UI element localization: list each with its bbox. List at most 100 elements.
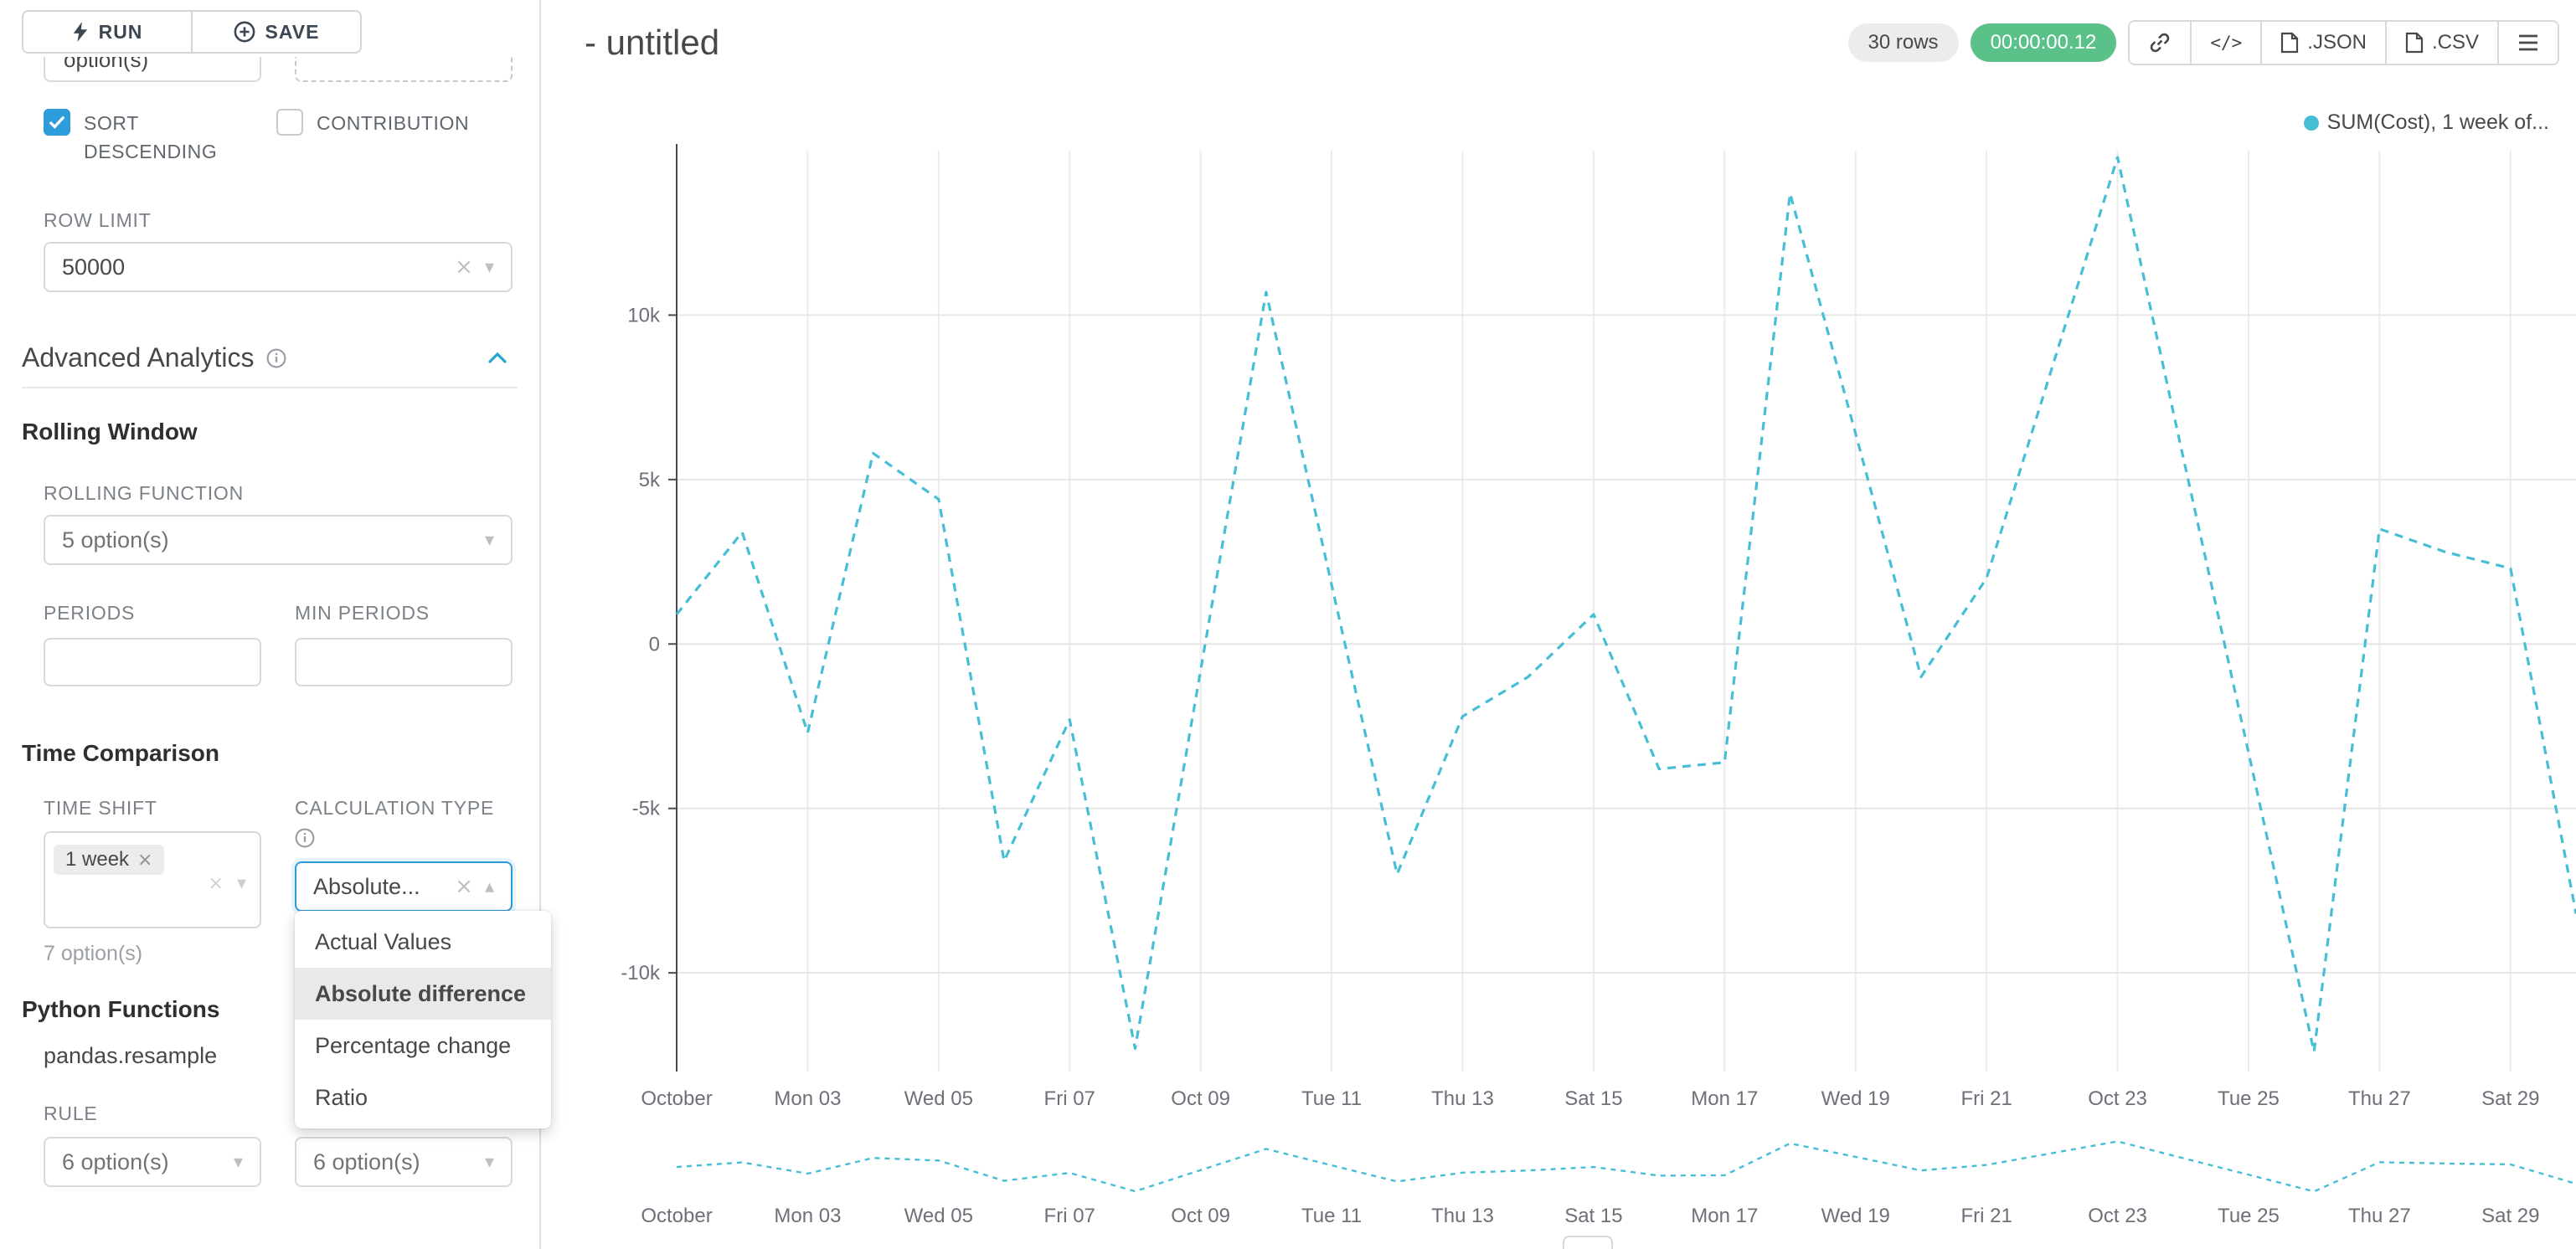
svg-text:Mon 17: Mon 17 — [1691, 1087, 1758, 1110]
file-icon — [2280, 32, 2299, 54]
svg-text:5k: 5k — [639, 469, 661, 491]
section-annotations[interactable]: Annotations and Layers — [22, 1247, 518, 1249]
dropdown-option[interactable]: Percentage change — [315, 1033, 512, 1058]
time-shift-label: TIME SHIFT — [44, 797, 157, 819]
annotations-title: Annotations and Layers — [22, 1247, 303, 1249]
svg-text:Oct 09: Oct 09 — [1171, 1205, 1230, 1227]
menu-icon — [2517, 33, 2539, 52]
time-shift-hint: 7 option(s) — [44, 942, 143, 965]
svg-text:Sat 29: Sat 29 — [2481, 1205, 2539, 1227]
contribution-label: CONTRIBUTION — [317, 112, 470, 134]
calculation-type-column: CALCULATION TYPE Absolute... × ▴ Actual … — [295, 797, 551, 1128]
advanced-analytics-title: Advanced Analytics — [22, 342, 255, 373]
svg-text:Wed 05: Wed 05 — [904, 1087, 973, 1110]
cutoff-dashed-box[interactable] — [295, 57, 513, 82]
save-button[interactable]: SAVE — [191, 12, 360, 52]
export-button-group: </> .JSON .CSV — [2128, 20, 2559, 65]
rolling-function-value: 5 option(s) — [62, 527, 169, 553]
checkbox-row: SORT DESCENDING CONTRIBUTION — [44, 109, 518, 166]
svg-text:Oct 23: Oct 23 — [2088, 1205, 2147, 1227]
svg-text:Fri 21: Fri 21 — [1960, 1087, 2012, 1110]
save-button-label: SAVE — [265, 20, 320, 43]
chevron-up-icon[interactable] — [487, 352, 507, 365]
svg-text:Wed 19: Wed 19 — [1821, 1205, 1890, 1227]
row-limit-value: 50000 — [62, 254, 126, 280]
bottom-cutoff-box — [1563, 1236, 1613, 1249]
clear-icon[interactable]: × — [208, 873, 224, 894]
export-csv-button[interactable]: .CSV — [2384, 22, 2497, 64]
svg-text:Tue 11: Tue 11 — [1301, 1205, 1362, 1227]
cutoff-select[interactable]: option(s) — [44, 57, 261, 82]
cutoff-select-text: option(s) — [64, 57, 149, 72]
dropdown-option[interactable]: Actual Values — [315, 929, 452, 954]
rolling-window-title: Rolling Window — [22, 419, 198, 445]
bolt-icon — [72, 21, 89, 43]
dropdown-option[interactable]: Absolute difference — [295, 968, 551, 1020]
sort-descending-checkbox-item[interactable]: SORT DESCENDING — [44, 109, 276, 166]
sort-descending-label: SORT DESCENDING — [84, 112, 218, 162]
clear-icon[interactable]: × — [455, 874, 473, 899]
svg-text:Thu 13: Thu 13 — [1431, 1205, 1494, 1227]
calculation-type-label: CALCULATION TYPE — [295, 797, 495, 819]
rule-select[interactable]: 6 option(s) ▾ — [44, 1137, 261, 1187]
svg-text:10k: 10k — [627, 304, 661, 326]
line-chart[interactable]: -10k -5k 0 5k 10k October Mon 03 Wed 05 Fri 07 Oc… — [543, 77, 2576, 1249]
calculation-type-select[interactable]: Absolute... × ▴ — [295, 861, 513, 912]
periods-input[interactable] — [44, 638, 261, 686]
rolling-function-select[interactable]: 5 option(s) ▾ — [44, 515, 513, 565]
svg-text:Sat 15: Sat 15 — [1564, 1087, 1622, 1110]
chart-area: - untitled 30 rows 00:00:00.12 </> — [543, 0, 2576, 1249]
svg-text:Fri 07: Fri 07 — [1044, 1205, 1095, 1227]
chart-legend[interactable]: SUM(Cost), 1 week of... — [2303, 111, 2549, 135]
chart-title: - untitled — [585, 23, 720, 62]
copy-link-button[interactable] — [2130, 22, 2191, 64]
svg-text:Thu 13: Thu 13 — [1431, 1087, 1494, 1110]
section-advanced-analytics[interactable]: Advanced Analytics — [22, 342, 518, 373]
multiselect-icons: × ▾ — [209, 873, 246, 894]
chart-header: - untitled 30 rows 00:00:00.12 </> — [585, 20, 2559, 65]
run-save-group: RUN SAVE — [22, 10, 362, 54]
time-comparison-title: Time Comparison — [22, 740, 219, 766]
remove-tag-icon[interactable]: × — [137, 849, 153, 871]
svg-text:Thu 27: Thu 27 — [2348, 1087, 2411, 1110]
caret-down-icon: ▾ — [236, 873, 246, 894]
view-query-button[interactable]: </> — [2190, 22, 2261, 64]
svg-text:0: 0 — [649, 633, 660, 655]
rolling-function-label: ROLLING FUNCTION — [44, 482, 244, 504]
min-periods-input[interactable] — [295, 638, 513, 686]
svg-text:Sat 15: Sat 15 — [1564, 1205, 1622, 1227]
code-icon: </> — [2210, 33, 2243, 53]
time-shift-tag[interactable]: 1 week × — [54, 845, 165, 875]
clear-icon[interactable]: × — [455, 254, 473, 280]
contribution-checkbox[interactable] — [276, 109, 303, 136]
svg-text:Mon 17: Mon 17 — [1691, 1205, 1758, 1227]
method-select[interactable]: 6 option(s) ▾ — [295, 1137, 513, 1187]
svg-text:Oct 23: Oct 23 — [2088, 1087, 2147, 1110]
export-json-button[interactable]: .JSON — [2260, 22, 2385, 64]
rule-label: RULE — [44, 1103, 98, 1124]
caret-down-icon: ▾ — [484, 256, 494, 278]
svg-text:Mon 03: Mon 03 — [774, 1087, 841, 1110]
legend-dot-icon — [2303, 115, 2319, 131]
svg-text:Mon 03: Mon 03 — [774, 1205, 841, 1227]
dropdown-option[interactable]: Ratio — [315, 1085, 368, 1110]
row-limit-select[interactable]: 50000 × ▾ — [44, 242, 513, 292]
chart-header-controls: 30 rows 00:00:00.12 </> — [1847, 20, 2559, 65]
export-json-label: .JSON — [2307, 31, 2367, 54]
menu-button[interactable] — [2497, 22, 2558, 64]
plus-circle-icon — [234, 21, 255, 43]
svg-text:Sat 29: Sat 29 — [2481, 1087, 2539, 1110]
caret-down-icon: ▾ — [233, 1151, 243, 1173]
contribution-checkbox-item[interactable]: CONTRIBUTION — [276, 109, 518, 166]
svg-text:Tue 25: Tue 25 — [2218, 1087, 2280, 1110]
svg-text:Wed 19: Wed 19 — [1821, 1087, 1890, 1110]
svg-text:Wed 05: Wed 05 — [904, 1205, 973, 1227]
run-button-label: RUN — [98, 20, 143, 43]
min-periods-label: MIN PERIODS — [295, 602, 430, 624]
caret-down-icon: ▾ — [484, 529, 494, 551]
time-shift-multiselect[interactable]: 1 week × × ▾ — [44, 831, 261, 928]
sort-descending-checkbox[interactable] — [44, 109, 70, 136]
run-button[interactable]: RUN — [23, 12, 191, 52]
method-value: 6 option(s) — [313, 1149, 420, 1174]
